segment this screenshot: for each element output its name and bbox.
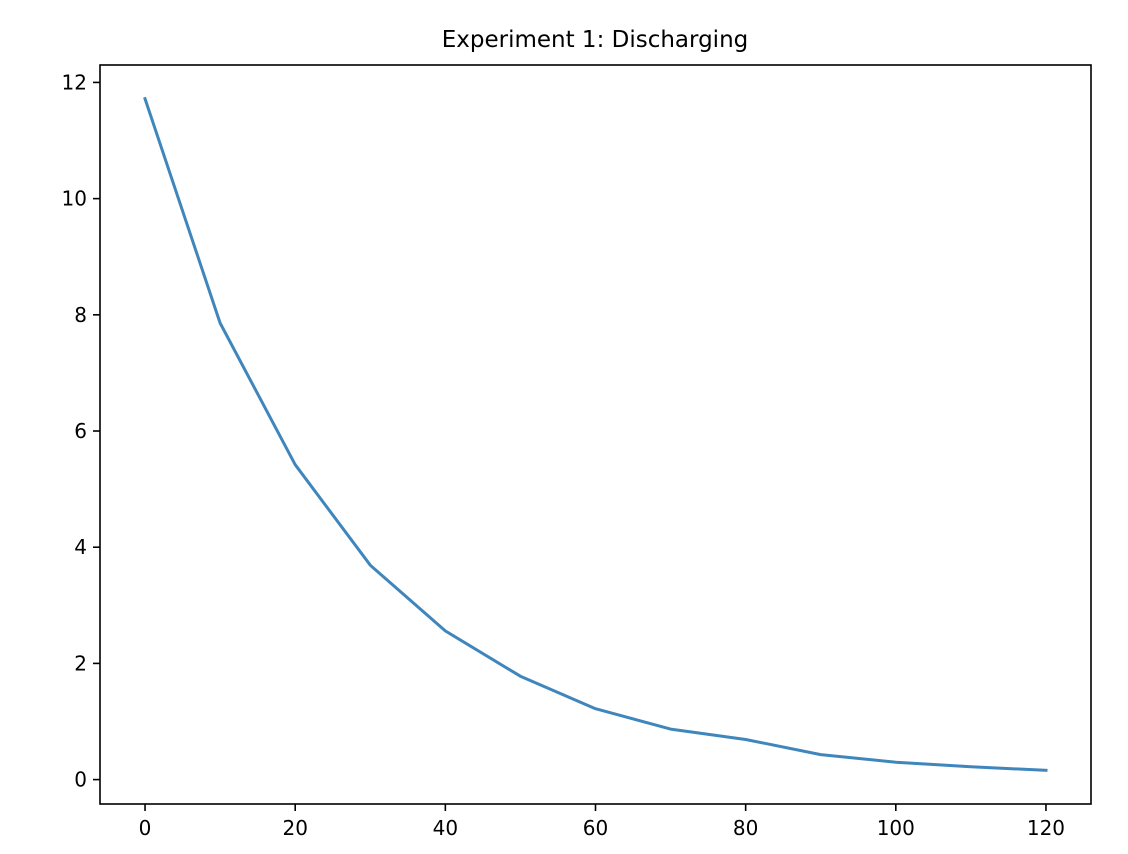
series-layer <box>143 96 1048 772</box>
chart-title: Experiment 1: Discharging <box>442 27 749 53</box>
y-axis-ticks: 0 2 4 6 8 10 12 <box>62 70 100 792</box>
x-tick-label: 100 <box>877 816 915 840</box>
y-tick-label: 0 <box>74 768 87 792</box>
plot-area: 0 20 40 60 80 100 120 0 2 4 6 8 10 12 <box>62 64 1092 840</box>
y-tick-label: 8 <box>74 303 87 327</box>
x-tick-label: 40 <box>433 816 458 840</box>
x-tick-label: 120 <box>1027 816 1065 840</box>
x-axis-ticks: 0 20 40 60 80 100 120 <box>139 804 1065 840</box>
x-tick-label: 80 <box>733 816 758 840</box>
y-tick-label: 4 <box>74 535 87 559</box>
y-tick-label: 6 <box>74 419 87 443</box>
axes-frame <box>99 64 1092 805</box>
discharge-series-line <box>143 96 1048 772</box>
y-tick-label: 12 <box>62 70 87 94</box>
x-tick-label: 60 <box>583 816 608 840</box>
y-tick-label: 10 <box>62 187 87 211</box>
y-tick-label: 2 <box>74 651 87 675</box>
x-tick-label: 20 <box>282 816 307 840</box>
x-tick-label: 0 <box>139 816 152 840</box>
